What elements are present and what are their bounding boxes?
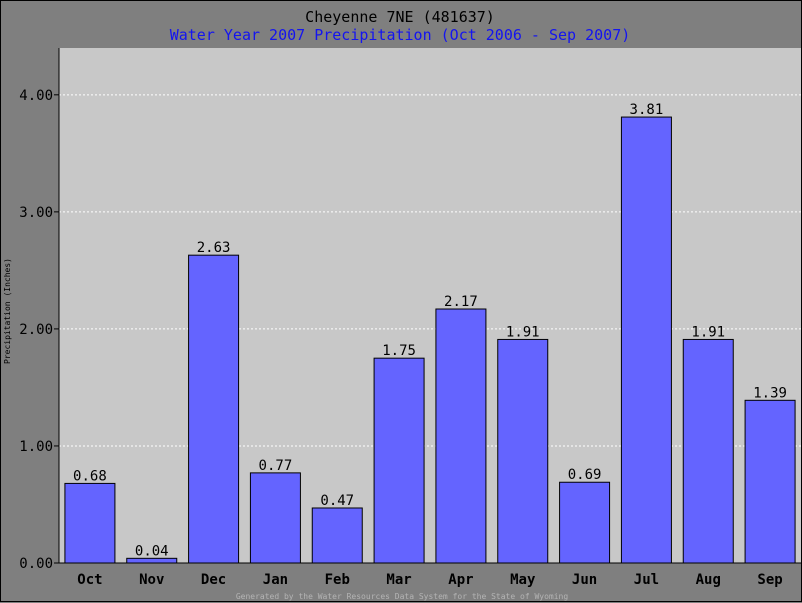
x-tick-label: Feb xyxy=(325,572,350,588)
bar-value-label: 0.47 xyxy=(320,493,354,509)
plot-background xyxy=(59,48,801,563)
x-tick-label: Apr xyxy=(448,572,473,588)
x-tick-label: Jul xyxy=(634,572,659,588)
x-tick-label: Aug xyxy=(696,572,721,588)
bar xyxy=(435,308,487,564)
bar xyxy=(188,254,240,564)
y-tick-label: 3.00 xyxy=(19,205,53,221)
bar-value-label: 1.91 xyxy=(506,324,540,340)
bar xyxy=(682,338,734,564)
chart-title: Cheyenne 7NE (481637) xyxy=(305,8,495,26)
x-tick-label: Sep xyxy=(757,572,782,588)
bar-value-label: 2.17 xyxy=(444,294,478,310)
y-axis-label: Precipitation (Inches) xyxy=(3,258,12,364)
bar xyxy=(249,472,301,564)
x-tick-label: Oct xyxy=(77,572,102,588)
x-tick-label: Jan xyxy=(263,572,288,588)
bar xyxy=(373,357,425,564)
bar xyxy=(559,481,611,564)
bar-value-label: 3.81 xyxy=(630,102,664,118)
y-tick-label: 1.00 xyxy=(19,439,53,455)
bar-value-label: 0.04 xyxy=(135,543,169,559)
bar-value-label: 0.68 xyxy=(73,468,107,484)
bar-value-label: 2.63 xyxy=(197,240,231,256)
bar xyxy=(620,116,672,564)
bar xyxy=(64,482,116,564)
bar-value-label: 0.77 xyxy=(259,458,293,474)
x-tick-label: Mar xyxy=(386,572,411,588)
bar xyxy=(744,399,796,564)
y-tick-label: 2.00 xyxy=(19,322,53,338)
chart-subtitle: Water Year 2007 Precipitation (Oct 2006 … xyxy=(170,26,631,44)
bar xyxy=(311,507,363,564)
bar-value-label: 0.69 xyxy=(568,467,602,483)
x-tick-label: Jun xyxy=(572,572,597,588)
x-tick-label: Nov xyxy=(139,572,164,588)
x-tick-label: Dec xyxy=(201,572,226,588)
footer-credit: Generated by the Water Resources Data Sy… xyxy=(236,592,569,601)
plot-area: 0.00 1.00 2.00 3.00 4.00 0.68 Oct 0.04 Nov 2.63 De… xyxy=(19,48,801,588)
bar xyxy=(497,338,549,564)
bar-value-label: 1.91 xyxy=(691,324,725,340)
bar-value-label: 1.39 xyxy=(753,385,787,401)
y-tick-label: 0.00 xyxy=(19,556,53,572)
x-tick-label: May xyxy=(510,572,536,588)
y-tick-label: 4.00 xyxy=(19,88,53,104)
bar-value-label: 1.75 xyxy=(382,343,416,359)
